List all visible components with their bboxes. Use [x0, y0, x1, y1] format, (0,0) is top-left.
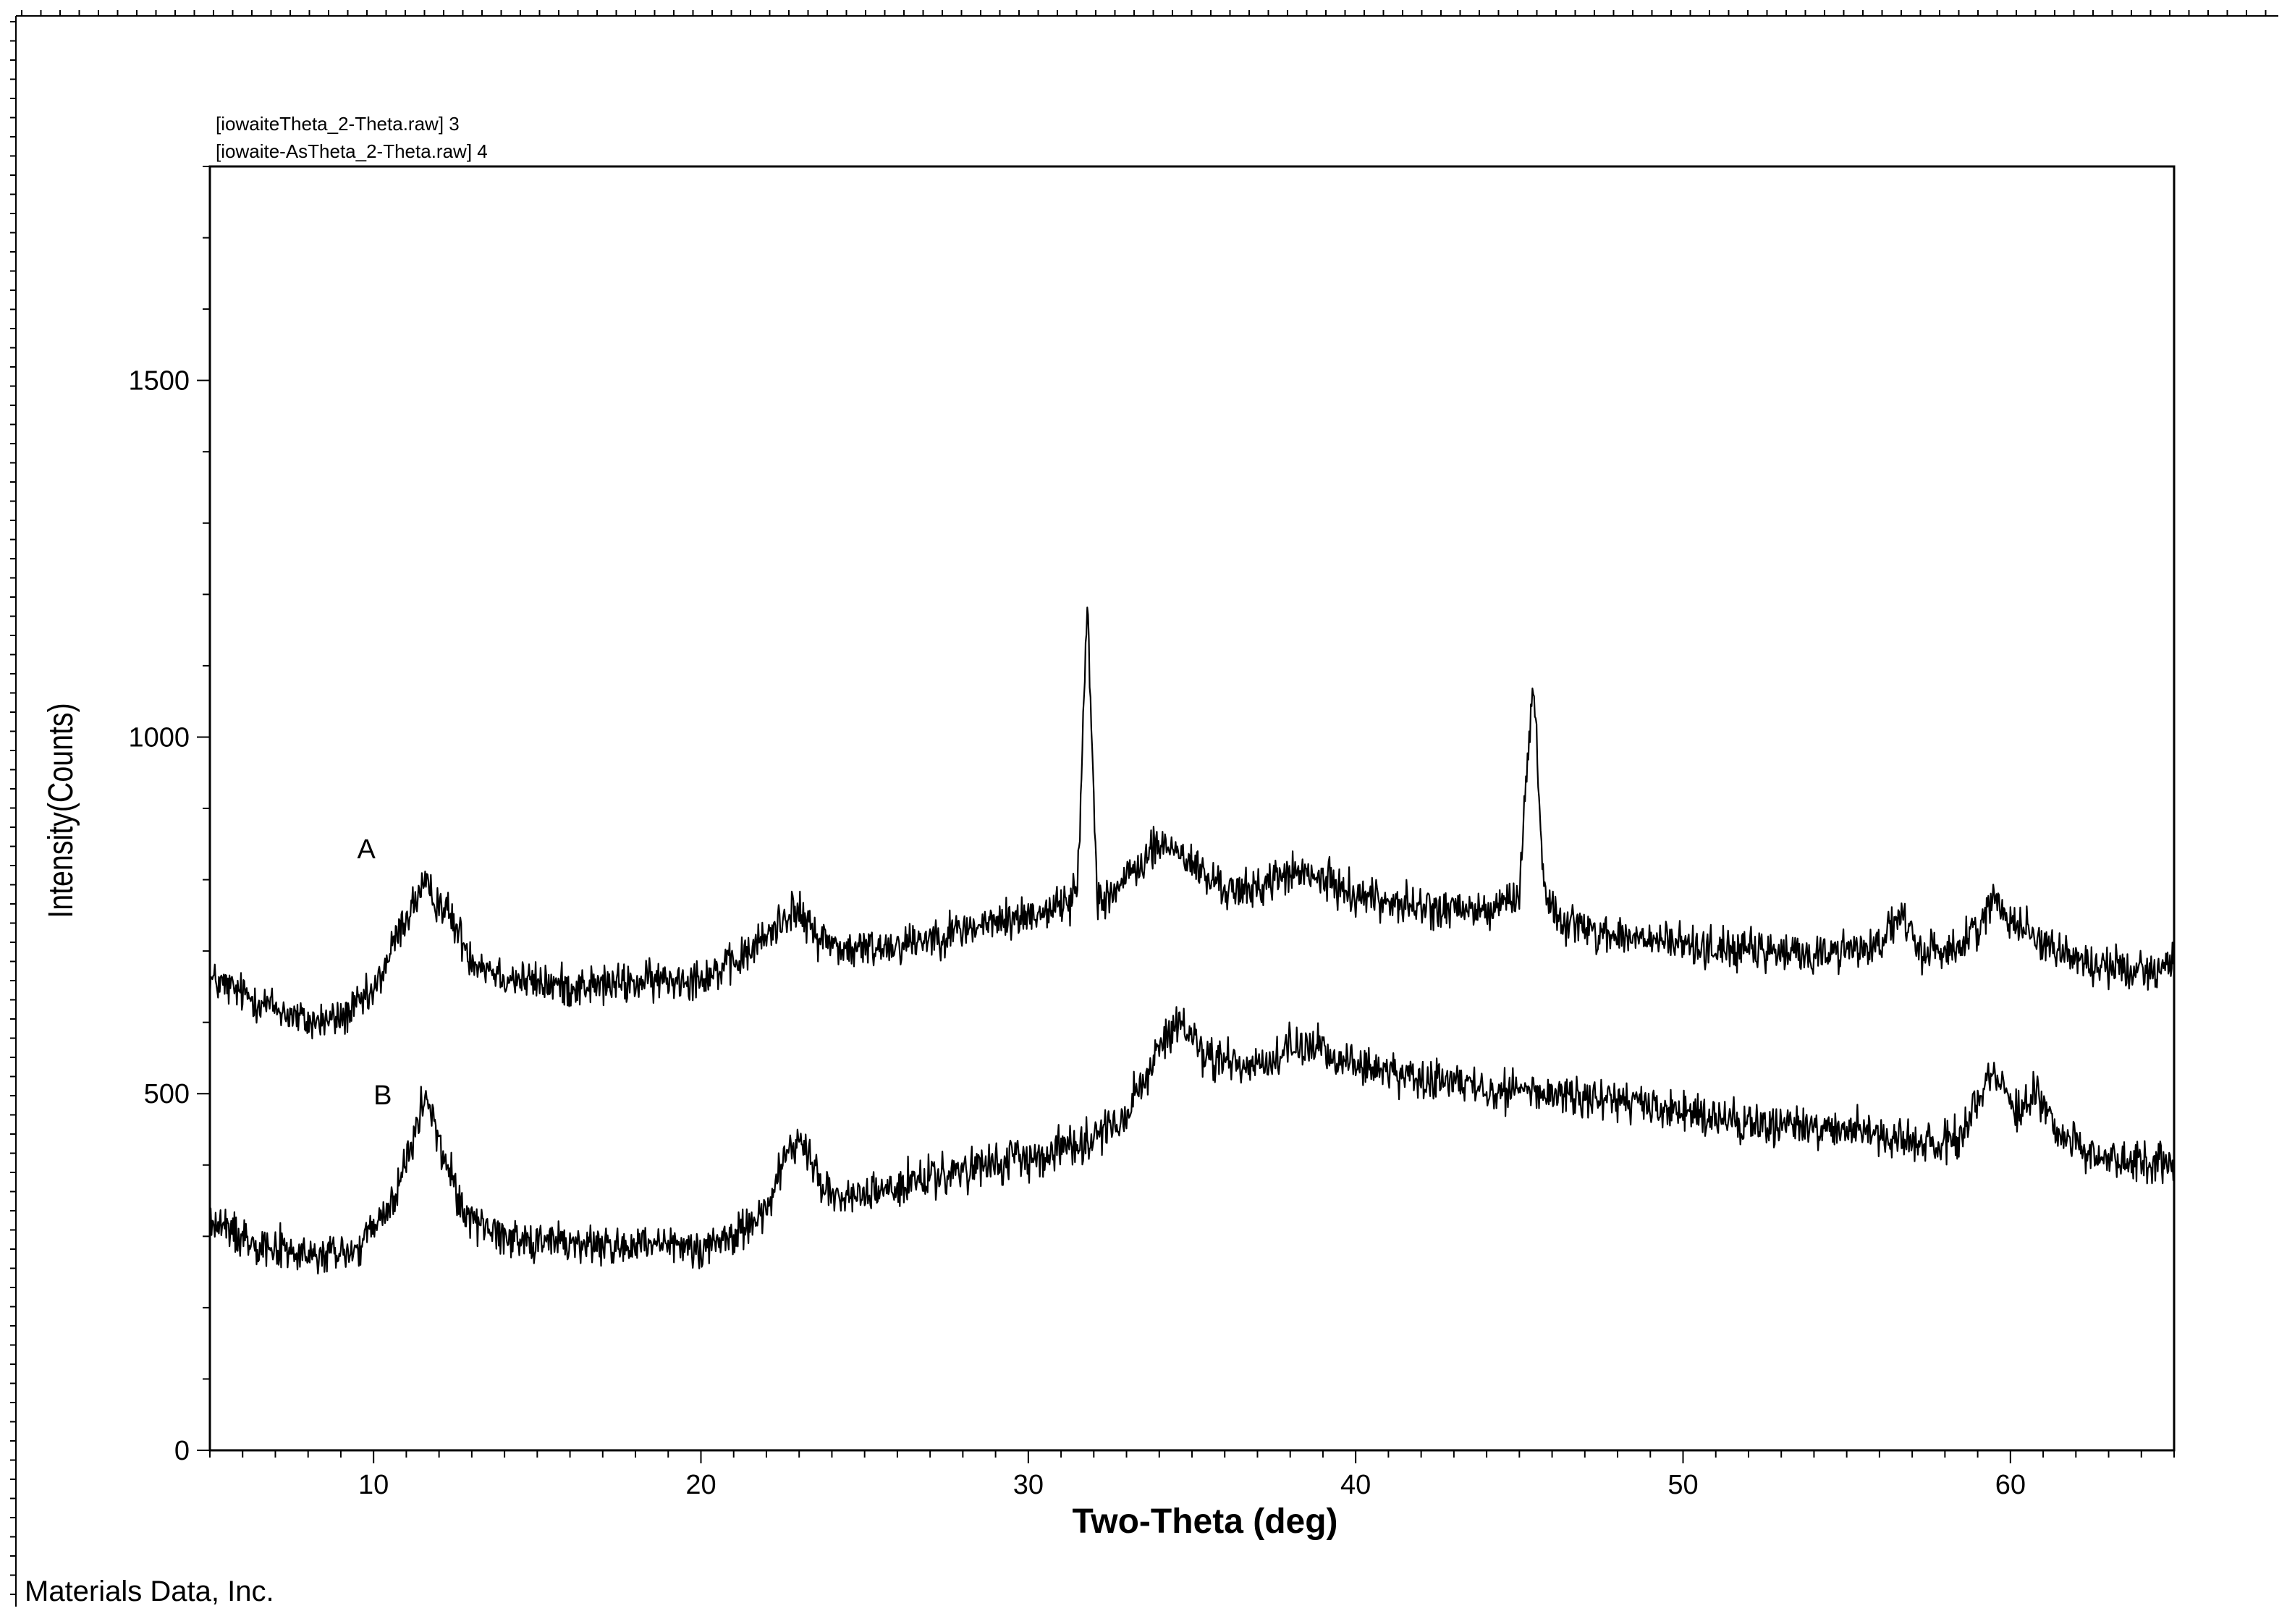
plot-area [208, 165, 2176, 1452]
y-tick-label: 1000 [128, 722, 190, 753]
x-axis-title: Two-Theta (deg) [1072, 1502, 1337, 1541]
series-a-trace [208, 606, 2176, 1040]
outer-frame [10, 10, 2278, 1607]
x-tick-label: 30 [1013, 1470, 1044, 1500]
y-tick-label: 0 [174, 1436, 190, 1466]
y-tick-label: 500 [144, 1079, 190, 1109]
x-tick-label: 40 [1340, 1470, 1371, 1500]
legend-entry-1: [iowaiteTheta_2-Theta.raw] 3 [216, 113, 460, 135]
legend-entry-2: [iowaite-AsTheta_2-Theta.raw] 4 [216, 140, 488, 162]
y-axis-title: Intensity(Counts) [41, 703, 80, 918]
x-tick-label: 60 [1995, 1470, 2026, 1500]
footer-text: Materials Data, Inc. [25, 1576, 274, 1607]
x-tick-label: 10 [358, 1470, 389, 1500]
y-axis-ticks: 0 500 1000 1500 [128, 166, 210, 1466]
x-tick-label: 20 [685, 1470, 716, 1500]
series-b-trace [208, 1006, 2176, 1274]
y-tick-label: 1500 [128, 366, 190, 397]
x-tick-label: 50 [1667, 1470, 1698, 1500]
series-a-label: A [358, 834, 376, 865]
series-b-label: B [373, 1080, 392, 1111]
x-axis-ticks: 10 20 30 40 50 60 [209, 1450, 2175, 1500]
